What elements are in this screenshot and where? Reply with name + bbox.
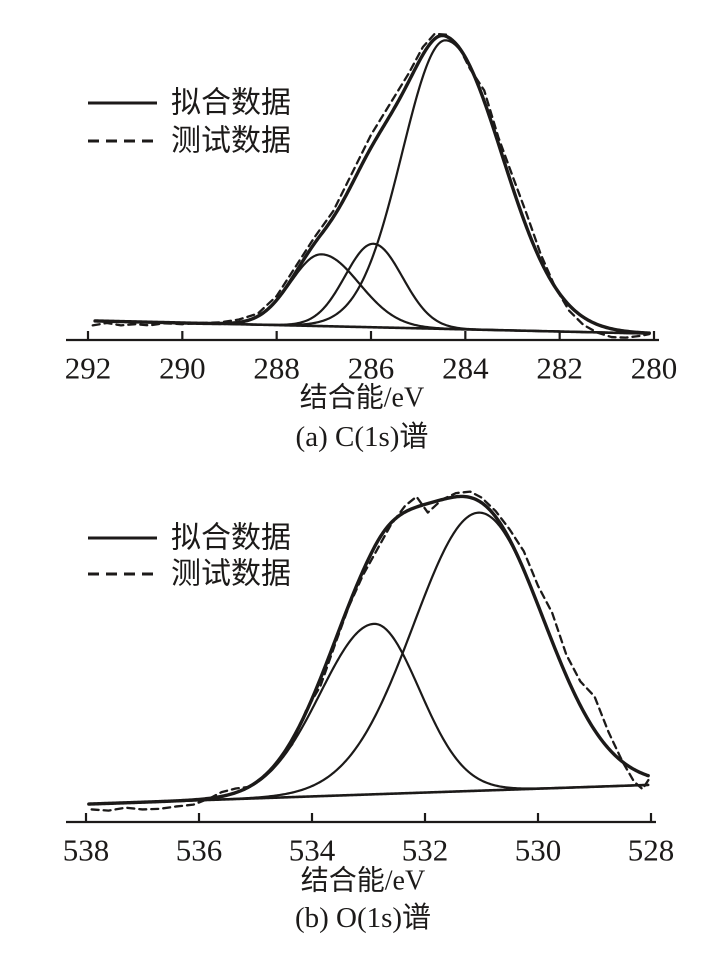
- x-tick-label: 290: [159, 351, 206, 386]
- fit-envelope-curve: [87, 494, 650, 806]
- x-tick-label: 528: [628, 833, 675, 868]
- x-tick-label: 538: [63, 833, 110, 868]
- c1s-curves: [91, 32, 651, 339]
- o1s-legend: 拟合数据 测试数据: [88, 522, 291, 591]
- panel-c1s: 292 290 288 286 284 282 280 拟合数据 测试数据 结合能/eV (…: [65, 32, 678, 453]
- x-tick-label: 282: [536, 351, 583, 386]
- x-tick-label: 530: [515, 833, 562, 868]
- x-tick-label: 532: [402, 833, 449, 868]
- legend-fit-label: 拟合数据: [171, 87, 291, 120]
- legend-test-label: 测试数据: [171, 558, 291, 591]
- x-tick-label: 288: [253, 351, 300, 386]
- x-tick-label: 286: [348, 351, 395, 386]
- x-tick-label: 536: [176, 833, 223, 868]
- legend-test-label: 测试数据: [171, 125, 291, 158]
- test-data-curve: [91, 32, 651, 339]
- o1s-caption: (b) O(1s)谱: [295, 901, 431, 934]
- x-tick-label: 280: [631, 351, 678, 386]
- fit-envelope-curve: [93, 33, 651, 335]
- c1s-legend: 拟合数据 测试数据: [88, 87, 291, 158]
- c1s-caption: (a) C(1s)谱: [296, 420, 429, 453]
- test-data-curve: [90, 490, 652, 812]
- o1s-curves: [87, 490, 652, 812]
- c1s-x-axis-label: 结合能/eV: [300, 382, 424, 414]
- x-tick-label: 292: [65, 351, 112, 386]
- panel-o1s: 538 536 534 532 530 528 拟合数据 测试数据 结合能/eV (b) …: [63, 490, 675, 934]
- o1s-x-axis-label: 结合能/eV: [301, 865, 425, 897]
- o1s-x-axis: 538 536 534 532 530 528: [63, 813, 675, 868]
- fit-component-curve-3: [93, 39, 651, 335]
- x-tick-label: 284: [442, 351, 489, 386]
- x-tick-label: 534: [289, 833, 336, 868]
- legend-fit-label: 拟合数据: [171, 522, 291, 555]
- c1s-x-axis: 292 290 288 286 284 282 280: [65, 331, 678, 386]
